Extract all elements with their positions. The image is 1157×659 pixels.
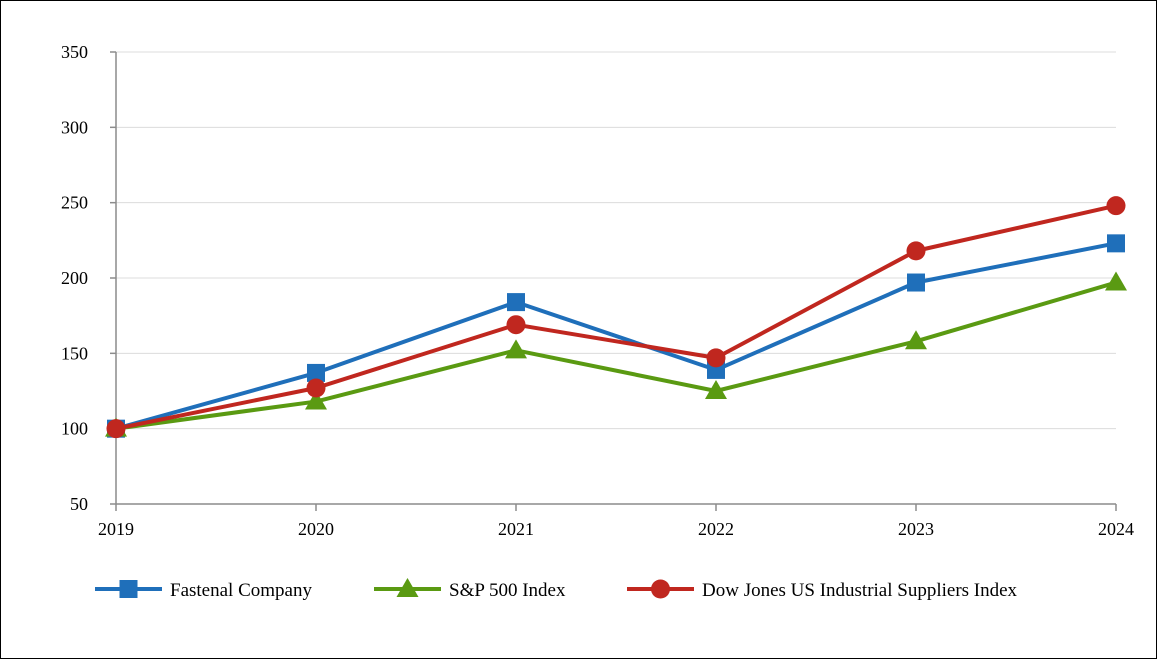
x-tick-label-2021: 2021 — [498, 519, 534, 539]
data-point-s1-2021 — [507, 293, 525, 312]
data-point-s3-2021 — [506, 315, 526, 335]
data-point-s3-2022 — [706, 348, 726, 368]
legend-marker-1 — [119, 580, 138, 598]
x-tick-label-2024: 2024 — [1098, 519, 1134, 539]
legend-marker-2 — [396, 578, 419, 597]
x-tick-label-2022: 2022 — [698, 519, 734, 539]
y-tick-label-350: 350 — [61, 42, 88, 62]
data-point-s1-2023 — [907, 273, 925, 292]
legend-item-3: Dow Jones US Industrial Suppliers Index — [627, 579, 1018, 601]
x-tick-label-2023: 2023 — [898, 519, 934, 539]
series-3 — [106, 196, 1126, 439]
series-1 — [107, 234, 1125, 438]
data-point-s2-2020 — [305, 390, 327, 410]
legend-label-2: S&P 500 Index — [449, 580, 566, 601]
axes — [110, 51, 1117, 511]
data-point-s2-2022 — [705, 380, 727, 399]
legend-label-1: Fastenal Company — [170, 580, 312, 601]
series-2 — [105, 271, 1127, 437]
data-point-s3-2024 — [1106, 196, 1126, 216]
series-line-3 — [115, 203, 1117, 431]
data-point-s2-2023 — [905, 330, 927, 350]
legend-label-3: Dow Jones US Industrial Suppliers Index — [702, 580, 1018, 601]
y-tick-label-250: 250 — [61, 193, 88, 213]
y-tick-label-200: 200 — [61, 268, 88, 288]
data-point-s1-2020 — [307, 363, 325, 382]
data-point-s2-2024 — [1105, 271, 1127, 291]
series-group — [105, 196, 1127, 439]
y-tick-label-100: 100 — [61, 419, 88, 439]
legend-marker-3 — [651, 579, 670, 599]
data-point-s3-2023 — [906, 241, 926, 261]
gridlines — [116, 51, 1116, 430]
series-line-2 — [115, 280, 1117, 431]
y-tick-label-50: 50 — [70, 494, 88, 514]
data-point-s3-2020 — [306, 378, 326, 398]
y-tick-label-150: 150 — [61, 343, 88, 363]
x-tick-label-2019: 2019 — [98, 519, 134, 539]
legend-item-2: S&P 500 Index — [374, 578, 566, 601]
y-tick-labels: 50 100 150 200 250 300 350 — [61, 42, 88, 514]
y-tick-label-300: 300 — [61, 117, 88, 137]
legend: Fastenal Company S&P 500 Index Dow Jones U… — [95, 578, 1018, 601]
x-tick-label-2020: 2020 — [298, 519, 334, 539]
x-tick-labels: 2019 2020 2021 2022 2023 2024 — [98, 519, 1134, 539]
legend-item-1: Fastenal Company — [95, 580, 312, 601]
data-point-s3-2019 — [106, 419, 126, 439]
data-point-s2-2021 — [505, 339, 527, 359]
data-point-s1-2024 — [1107, 234, 1125, 253]
series-line-1 — [115, 241, 1117, 431]
